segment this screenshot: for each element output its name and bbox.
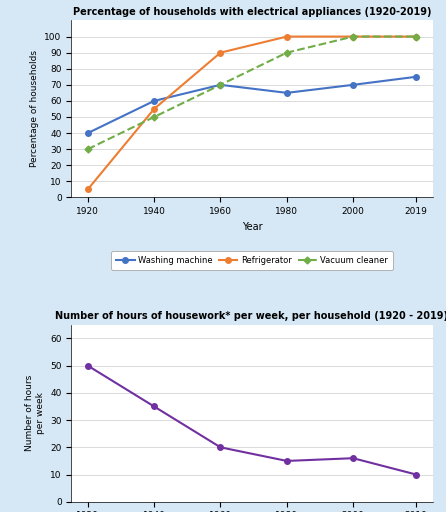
Title: Number of hours of housework* per week, per household (1920 - 2019): Number of hours of housework* per week, … [55, 311, 446, 321]
Legend: Washing machine, Refrigerator, Vacuum cleaner: Washing machine, Refrigerator, Vacuum cl… [111, 251, 393, 270]
Title: Percentage of households with electrical appliances (1920-2019): Percentage of households with electrical… [73, 7, 431, 17]
Y-axis label: Percentage of households: Percentage of households [30, 51, 39, 167]
Y-axis label: Number of hours
per week: Number of hours per week [25, 375, 45, 452]
X-axis label: Year: Year [242, 222, 262, 232]
